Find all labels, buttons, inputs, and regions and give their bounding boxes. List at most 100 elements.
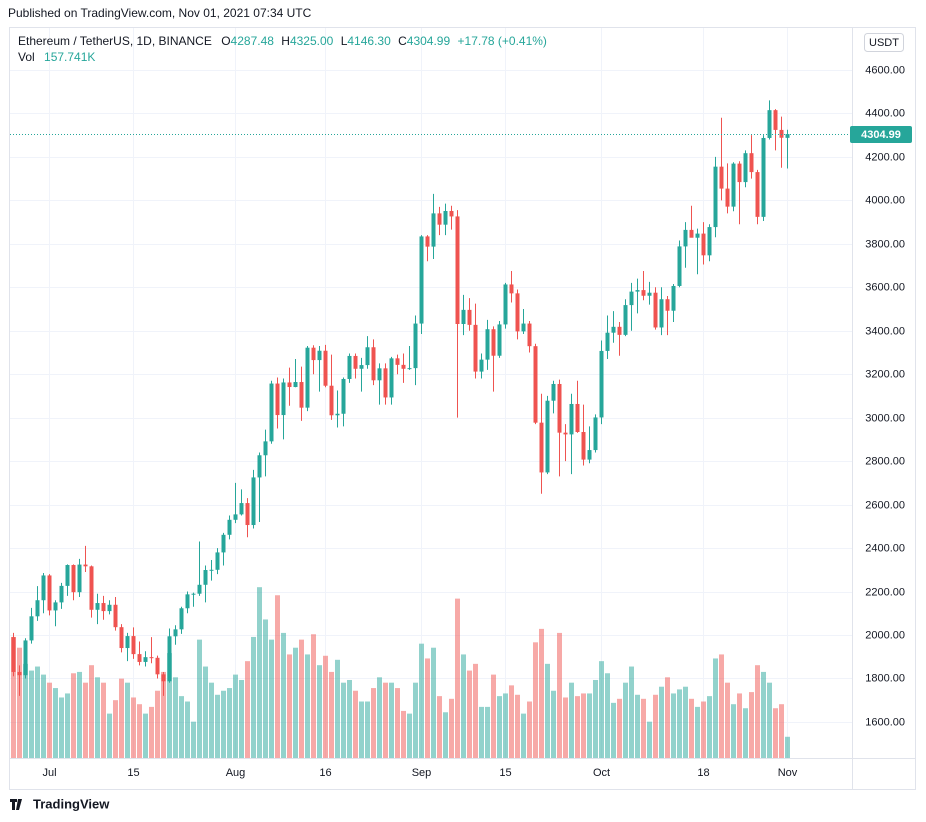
candle-body bbox=[731, 163, 736, 207]
candle-body bbox=[347, 355, 352, 379]
volume-bar bbox=[713, 658, 718, 758]
volume-bar bbox=[71, 673, 76, 758]
candle-body bbox=[209, 569, 214, 571]
candle-body bbox=[407, 368, 412, 370]
candle-body bbox=[275, 383, 280, 416]
candle-body bbox=[647, 292, 652, 296]
candle-body bbox=[227, 519, 232, 535]
volume-bar bbox=[167, 653, 172, 758]
candle-body bbox=[491, 329, 496, 356]
volume-bar bbox=[599, 661, 604, 758]
candle-body bbox=[197, 584, 202, 594]
candle-body bbox=[203, 570, 208, 585]
candle-body bbox=[713, 166, 718, 228]
volume-bar bbox=[185, 701, 190, 758]
candle-body bbox=[425, 236, 430, 247]
volume-bar bbox=[149, 706, 154, 758]
volume-bar bbox=[257, 587, 262, 758]
ohlc-value: 4146.30 bbox=[347, 34, 391, 48]
volume-bar bbox=[497, 696, 502, 758]
volume-bar bbox=[29, 670, 34, 758]
y-tick-label: 4400.00 bbox=[865, 107, 905, 119]
volume-bar bbox=[293, 647, 298, 758]
volume-bar bbox=[221, 690, 226, 758]
volume-bar bbox=[161, 671, 166, 758]
volume-bar bbox=[83, 682, 88, 758]
ohlc-key: L bbox=[341, 34, 348, 48]
volume-bar bbox=[155, 690, 160, 758]
candle-body bbox=[623, 305, 628, 335]
volume-bar bbox=[107, 713, 112, 758]
volume-bar bbox=[707, 696, 712, 758]
candle-body bbox=[71, 565, 76, 593]
volume-bar bbox=[53, 688, 58, 758]
candle-body bbox=[599, 350, 604, 418]
candle-body bbox=[467, 309, 472, 325]
y-tick-label: 2800.00 bbox=[865, 455, 905, 467]
y-tick-label: 3200.00 bbox=[865, 368, 905, 380]
volume-value: 157.741K bbox=[44, 50, 95, 64]
candle-body bbox=[665, 299, 670, 311]
volume-bar bbox=[269, 639, 274, 758]
candle-body bbox=[449, 210, 454, 217]
ohlc-key: C bbox=[398, 34, 407, 48]
volume-bar bbox=[491, 674, 496, 758]
candle-body bbox=[191, 593, 196, 595]
x-tick-label: 15 bbox=[499, 767, 511, 779]
ohlc-value: 4304.99 bbox=[407, 34, 451, 48]
volume-bar bbox=[587, 693, 592, 758]
volume-bar bbox=[233, 674, 238, 758]
candle-body bbox=[359, 365, 364, 369]
currency-label[interactable]: USDT bbox=[869, 37, 899, 49]
candle-body bbox=[107, 604, 112, 612]
candle-body bbox=[215, 552, 220, 570]
volume-bar bbox=[479, 706, 484, 758]
candle-body bbox=[677, 246, 682, 286]
candle-body bbox=[173, 629, 178, 637]
candle-body bbox=[461, 309, 466, 324]
volume-bar bbox=[389, 682, 394, 758]
candle-body bbox=[269, 383, 274, 442]
volume-bar bbox=[47, 682, 52, 758]
brand-icon bbox=[10, 799, 22, 810]
volume-bar bbox=[23, 663, 28, 758]
published-note: Published on TradingView.com, Nov 01, 20… bbox=[8, 6, 312, 20]
volume-bar bbox=[629, 666, 634, 758]
volume-bar bbox=[473, 663, 478, 758]
volume-bar bbox=[371, 688, 376, 758]
candle-body bbox=[137, 654, 142, 662]
y-tick-label: 3400.00 bbox=[865, 325, 905, 337]
candle-body bbox=[257, 455, 262, 478]
volume-bar bbox=[683, 686, 688, 758]
candle-body bbox=[65, 565, 70, 586]
candle-body bbox=[365, 347, 370, 366]
candle-body bbox=[35, 600, 40, 617]
y-tick-label: 1800.00 bbox=[865, 672, 905, 684]
volume-bar bbox=[617, 698, 622, 758]
volume-bar bbox=[179, 696, 184, 758]
currency-button[interactable] bbox=[864, 33, 904, 52]
volume-bar bbox=[461, 654, 466, 758]
volume-bar bbox=[437, 696, 442, 758]
volume-bar bbox=[305, 654, 310, 758]
candle-body bbox=[335, 413, 340, 416]
volume-bar bbox=[551, 690, 556, 758]
candle-body bbox=[59, 585, 64, 603]
grid bbox=[10, 28, 852, 758]
candle-body bbox=[77, 564, 82, 593]
volume-bar bbox=[503, 693, 508, 758]
x-tick-label: Sep bbox=[412, 767, 432, 779]
brand-name: TradingView bbox=[33, 796, 110, 811]
ohlc-value: 4287.48 bbox=[231, 34, 275, 48]
last-price-tag bbox=[850, 126, 912, 143]
volume-bar bbox=[725, 682, 730, 758]
volume-bar bbox=[395, 688, 400, 758]
volume-bar bbox=[677, 689, 682, 758]
candle-body bbox=[473, 324, 478, 372]
volume-bar bbox=[11, 636, 16, 758]
volume-bar bbox=[275, 595, 280, 758]
candle-body bbox=[413, 323, 418, 369]
candle-body bbox=[29, 616, 34, 641]
y-tick-label: 2600.00 bbox=[865, 499, 905, 511]
volume-bar bbox=[665, 677, 670, 758]
